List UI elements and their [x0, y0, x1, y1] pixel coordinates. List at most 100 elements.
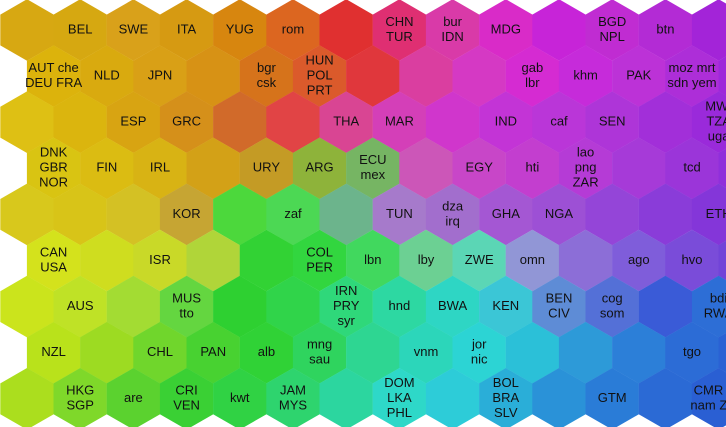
country-code-label: syr [338, 313, 356, 328]
country-code-label: EGY [465, 160, 493, 175]
country-code-label: TUN [386, 206, 413, 221]
country-code-label: IRL [150, 160, 170, 175]
country-code-label: DEU FRA [25, 75, 82, 90]
country-code-label: uga [708, 129, 726, 144]
country-code-label: DNK [40, 145, 68, 160]
country-code-label: NPL [600, 29, 625, 44]
hex-cell [452, 45, 506, 107]
hex-cell [425, 0, 480, 61]
country-code-label: bgr [257, 60, 276, 75]
country-code-label: MWI [705, 99, 726, 114]
country-code-label: HKG [66, 383, 94, 398]
hex-cell [505, 45, 560, 107]
hex-cell [239, 321, 294, 384]
country-code-label: COL [306, 244, 333, 259]
hex-cell [425, 368, 480, 427]
country-code-label: GBR [40, 160, 68, 175]
country-code-label: BWA [438, 298, 467, 313]
country-code-label: lby [418, 252, 435, 267]
hex-cell [505, 321, 560, 384]
hex-cell [532, 91, 586, 153]
country-code-label: caf [550, 114, 568, 129]
hex-cell [133, 229, 187, 292]
country-code-label: SEN [599, 114, 626, 129]
hex-cell [479, 183, 533, 246]
hex-cell [638, 275, 693, 338]
country-code-label: MAR [385, 114, 414, 129]
hex-cell [399, 45, 453, 107]
country-code-label: IND [495, 114, 517, 129]
hex-cell [53, 0, 107, 61]
country-code-label: lbr [525, 75, 540, 90]
hex-cell [558, 229, 613, 292]
hex-cell [319, 275, 373, 338]
hex-cell [691, 91, 726, 153]
country-code-label: MDG [491, 21, 521, 36]
hex-cell [425, 183, 480, 246]
hex-cell [213, 183, 267, 246]
country-code-label: POL [307, 68, 333, 83]
hex-cell [691, 368, 726, 427]
country-code-label: BEL [68, 21, 93, 36]
hex-cell [80, 137, 134, 200]
country-code-label: GRC [172, 114, 201, 129]
hex-cell [585, 0, 639, 61]
country-code-label: som [600, 306, 625, 321]
hex-cell [558, 137, 613, 200]
hex-cell [106, 0, 161, 61]
country-code-label: bdi [710, 291, 726, 306]
country-code-label: AUT che [28, 60, 78, 75]
hex-cell [718, 240, 726, 281]
country-code-label: MUS [172, 291, 201, 306]
country-code-label: RWA [704, 306, 726, 321]
hex-cell [585, 91, 639, 153]
country-code-label: NLD [94, 68, 120, 83]
hex-cell [612, 137, 666, 200]
country-code-label: mng [307, 337, 332, 352]
hex-cell [80, 321, 134, 384]
hex-cell [319, 91, 373, 153]
hex-cell [346, 229, 400, 292]
hex-cell [558, 321, 613, 384]
hex-cell [479, 91, 533, 153]
country-code-label: ARG [306, 160, 334, 175]
country-code-label: FIN [96, 160, 117, 175]
country-code-label: NZL [41, 344, 66, 359]
hex-cell [159, 183, 214, 246]
hex-cell [186, 137, 240, 200]
country-code-label: CHL [147, 344, 173, 359]
country-code-label: moz mrt [669, 60, 716, 75]
hex-cell [612, 321, 666, 384]
hex-cell [80, 229, 134, 292]
country-code-label: ITA [177, 21, 197, 36]
hex-cell [346, 137, 400, 200]
hex-cell [425, 91, 480, 153]
hex-cell [319, 0, 373, 61]
country-code-label: are [124, 390, 143, 405]
country-code-label: omn [520, 252, 545, 267]
country-code-label: nic [471, 352, 488, 367]
country-code-label: bur [443, 14, 462, 29]
country-code-label: MYS [279, 398, 308, 413]
country-code-label: rom [282, 21, 304, 36]
country-code-label: NOR [39, 175, 68, 190]
hex-cell [532, 183, 586, 246]
country-code-label: png [575, 160, 597, 175]
country-code-label: ISR [149, 252, 171, 267]
hex-cell [186, 229, 240, 292]
hex-cell [213, 91, 267, 153]
country-code-label: gab [522, 60, 544, 75]
country-code-label: zaf [284, 206, 302, 221]
hex-cell [585, 183, 639, 246]
country-code-label: VEN [173, 398, 200, 413]
country-code-label: GHA [492, 206, 521, 221]
hex-cell [266, 275, 320, 338]
hex-cell [159, 91, 214, 153]
hex-cell [0, 0, 54, 61]
country-code-label: PAK [626, 68, 651, 83]
hex-cell [479, 368, 533, 427]
country-code-label: KEN [492, 298, 519, 313]
country-code-label: sau [309, 352, 330, 367]
